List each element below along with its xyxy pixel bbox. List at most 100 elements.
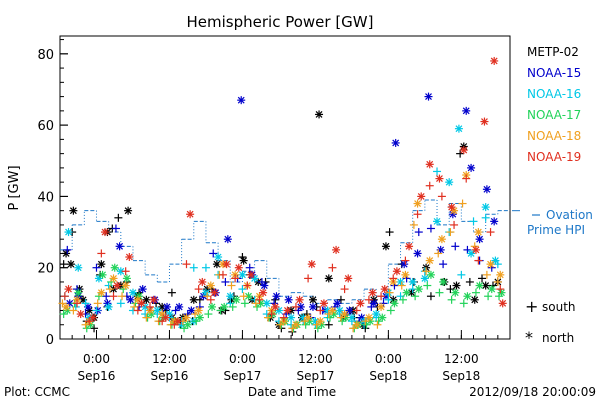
north-marker xyxy=(210,288,219,297)
legend-entry: NOAA-17 xyxy=(527,108,581,122)
north-marker xyxy=(74,263,83,272)
south-marker xyxy=(478,274,487,283)
south-marker xyxy=(288,324,297,333)
south-marker xyxy=(426,224,435,233)
north-marker xyxy=(467,249,476,258)
south-marker xyxy=(85,317,94,326)
south-marker xyxy=(465,277,474,286)
north-marker xyxy=(315,110,324,119)
north-marker xyxy=(62,302,71,311)
south-marker xyxy=(192,317,201,326)
south-marker xyxy=(446,285,455,294)
south-marker xyxy=(105,285,114,294)
plot-credit: Plot: CCMC xyxy=(4,385,70,399)
south-marker xyxy=(276,320,285,329)
south-marker xyxy=(93,299,102,308)
north-marker xyxy=(424,92,433,101)
south-marker xyxy=(240,299,249,308)
north-marker xyxy=(462,106,471,115)
legend-entry: NOAA-16 xyxy=(527,87,581,101)
north-marker xyxy=(244,292,253,301)
north-marker xyxy=(208,302,217,311)
satellite-legend: METP-02 NOAA-15 NOAA-16 NOAA-17 NOAA-18 NOAA-… xyxy=(527,45,581,164)
south-marker xyxy=(456,149,465,158)
north-marker xyxy=(74,288,83,297)
x-tick-date: Sep18 xyxy=(442,369,480,383)
north-marker xyxy=(475,281,484,290)
south-marker xyxy=(385,288,394,297)
north-marker xyxy=(195,313,204,322)
north-marker xyxy=(122,274,131,283)
y-tick-label: 0 xyxy=(46,333,54,348)
north-marker xyxy=(246,270,255,279)
north-marker xyxy=(413,249,422,258)
north-marker xyxy=(299,313,308,322)
south-marker xyxy=(81,299,90,308)
north-marker xyxy=(470,295,479,304)
south-marker xyxy=(60,292,69,301)
south-marker xyxy=(59,310,68,319)
south-marker xyxy=(423,281,432,290)
north-marker xyxy=(222,260,231,269)
south-marker xyxy=(469,217,478,226)
x-axis-label: Date and Time xyxy=(248,385,336,399)
south-marker xyxy=(324,310,333,319)
legend-entry: NOAA-19 xyxy=(527,150,581,164)
north-marker xyxy=(437,235,446,244)
north-marker xyxy=(344,274,353,283)
legend-entry: NOAA-18 xyxy=(527,129,581,143)
south-marker xyxy=(142,313,151,322)
south-marker xyxy=(482,270,491,279)
south-marker xyxy=(384,295,393,304)
south-marker xyxy=(451,242,460,251)
marker-legend-label: north xyxy=(542,331,574,345)
plot-frame xyxy=(59,35,511,340)
north-marker xyxy=(308,295,317,304)
south-marker xyxy=(121,267,130,276)
south-marker xyxy=(253,302,262,311)
north-marker xyxy=(149,295,158,304)
marker-legend: + south * north xyxy=(525,297,576,347)
south-marker xyxy=(312,320,321,329)
north-marker xyxy=(364,313,373,322)
north-marker xyxy=(381,242,390,251)
north-marker xyxy=(486,260,495,269)
north-marker xyxy=(435,174,444,183)
north-marker xyxy=(287,313,296,322)
north-marker xyxy=(124,206,133,215)
north-marker xyxy=(445,178,454,187)
north-marker xyxy=(400,260,409,269)
north-marker xyxy=(126,295,135,304)
y-axis-ticks: 0 20 40 60 80 xyxy=(37,39,68,348)
north-marker xyxy=(377,302,386,311)
north-marker xyxy=(295,295,304,304)
south-marker xyxy=(216,306,225,315)
south-marker xyxy=(81,320,90,329)
south-marker xyxy=(364,295,373,304)
north-marker xyxy=(425,256,434,265)
x-tick-time: 12:00 xyxy=(444,352,479,366)
x-tick-time: 12:00 xyxy=(298,352,333,366)
north-marker xyxy=(433,217,442,226)
north-marker xyxy=(283,306,292,315)
north-marker xyxy=(239,256,248,265)
north-marker xyxy=(333,299,342,308)
marker-legend-label: south xyxy=(542,300,576,314)
north-marker xyxy=(413,199,422,208)
legend-entry: NOAA-15 xyxy=(527,66,581,80)
south-marker xyxy=(59,260,68,269)
south-marker xyxy=(109,292,118,301)
x-tick-date: Sep17 xyxy=(296,369,334,383)
north-marker xyxy=(64,228,73,237)
south-marker xyxy=(481,213,490,222)
north-marker xyxy=(226,292,235,301)
south-marker xyxy=(218,270,227,279)
north-marker xyxy=(183,320,192,329)
south-marker xyxy=(434,249,443,258)
north-marker xyxy=(94,274,103,283)
north-marker xyxy=(496,270,505,279)
marker-legend-symbol: + xyxy=(525,297,538,316)
north-marker xyxy=(237,96,246,105)
south-marker xyxy=(338,317,347,326)
south-marker xyxy=(397,281,406,290)
